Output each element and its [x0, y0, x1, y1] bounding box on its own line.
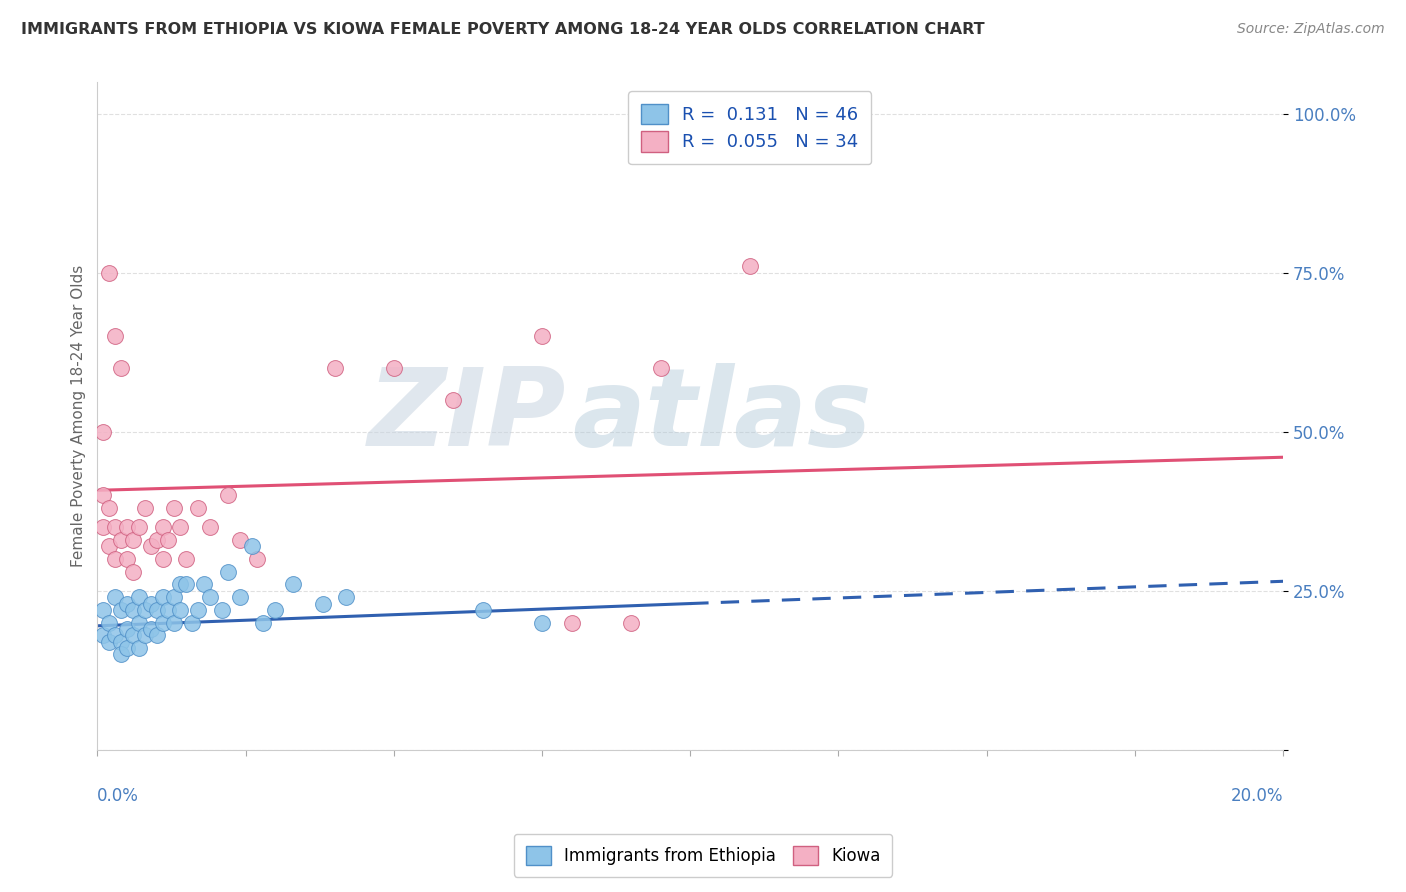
Point [163, 615, 186, 630]
Point [115, 520, 138, 534]
Point [620, 615, 643, 630]
Point [139, 622, 162, 636]
Point [104, 628, 127, 642]
Point [561, 615, 583, 630]
Point [335, 590, 357, 604]
Text: atlas: atlas [572, 363, 872, 469]
Point [650, 361, 672, 376]
Point [152, 615, 174, 630]
Point [531, 329, 554, 343]
Point [163, 590, 186, 604]
Point [531, 615, 554, 630]
Point [169, 577, 191, 591]
Point [104, 590, 127, 604]
Point [128, 641, 150, 656]
Point [104, 552, 127, 566]
Point [110, 634, 132, 648]
Point [122, 628, 145, 642]
Point [91, 603, 114, 617]
Point [145, 533, 167, 547]
Point [152, 590, 174, 604]
Point [246, 552, 269, 566]
Point [134, 501, 156, 516]
Point [98, 501, 121, 516]
Point [122, 533, 145, 547]
Point [115, 641, 138, 656]
Point [91, 488, 114, 502]
Point [122, 565, 145, 579]
Point [157, 603, 180, 617]
Point [264, 603, 287, 617]
Point [122, 603, 145, 617]
Point [152, 552, 174, 566]
Point [110, 648, 132, 662]
Point [128, 590, 150, 604]
Point [441, 392, 464, 407]
Point [471, 603, 494, 617]
Point [104, 329, 127, 343]
Point [91, 425, 114, 439]
Point [110, 533, 132, 547]
Point [252, 615, 274, 630]
Point [169, 603, 191, 617]
Point [169, 520, 191, 534]
Point [145, 628, 167, 642]
Point [323, 361, 346, 376]
Point [110, 361, 132, 376]
Point [211, 603, 233, 617]
Point [115, 622, 138, 636]
Legend: R =  0.131   N = 46, R =  0.055   N = 34: R = 0.131 N = 46, R = 0.055 N = 34 [628, 91, 872, 164]
Point [145, 603, 167, 617]
Point [134, 603, 156, 617]
Text: ZIP: ZIP [367, 363, 565, 469]
Point [228, 590, 250, 604]
Text: 0.0%: 0.0% [97, 787, 139, 805]
Point [139, 539, 162, 553]
Point [91, 628, 114, 642]
Point [98, 634, 121, 648]
Text: IMMIGRANTS FROM ETHIOPIA VS KIOWA FEMALE POVERTY AMONG 18-24 YEAR OLDS CORRELATI: IMMIGRANTS FROM ETHIOPIA VS KIOWA FEMALE… [21, 22, 984, 37]
Point [174, 577, 197, 591]
Point [217, 565, 239, 579]
Point [228, 533, 250, 547]
Text: Source: ZipAtlas.com: Source: ZipAtlas.com [1237, 22, 1385, 37]
Point [91, 520, 114, 534]
Point [738, 260, 761, 274]
Legend: Immigrants from Ethiopia, Kiowa: Immigrants from Ethiopia, Kiowa [515, 834, 891, 877]
Point [104, 520, 127, 534]
Point [187, 603, 209, 617]
Point [281, 577, 304, 591]
Point [163, 501, 186, 516]
Point [115, 597, 138, 611]
Point [98, 539, 121, 553]
Point [181, 615, 204, 630]
Point [382, 361, 405, 376]
Point [134, 628, 156, 642]
Point [152, 520, 174, 534]
Point [174, 552, 197, 566]
Point [115, 552, 138, 566]
Text: 20.0%: 20.0% [1230, 787, 1284, 805]
Y-axis label: Female Poverty Among 18-24 Year Olds: Female Poverty Among 18-24 Year Olds [72, 265, 86, 567]
Point [187, 501, 209, 516]
Point [217, 488, 239, 502]
Point [198, 520, 221, 534]
Point [128, 520, 150, 534]
Point [98, 266, 121, 280]
Point [98, 615, 121, 630]
Point [311, 597, 333, 611]
Point [157, 533, 180, 547]
Point [139, 597, 162, 611]
Point [198, 590, 221, 604]
Point [128, 615, 150, 630]
Point [110, 603, 132, 617]
Point [193, 577, 215, 591]
Point [240, 539, 263, 553]
